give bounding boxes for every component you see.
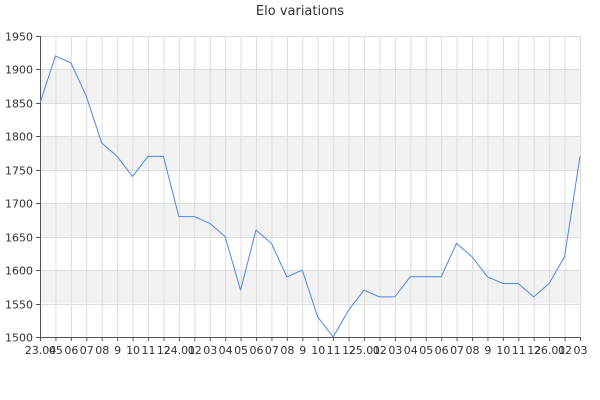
x-tick-label: 24.01 [164,344,196,357]
y-tick-label: 1900 [5,64,33,77]
data-point [177,215,180,218]
x-tick-label: 9 [484,344,491,357]
data-point [116,155,119,158]
data-point [424,275,427,278]
x-tick-label: 11 [142,344,156,357]
y-tick-label: 1500 [5,332,33,345]
x-tick-label: 10 [496,344,510,357]
x-tick-label: 12 [342,344,356,357]
data-point [131,175,134,178]
x-tick-label: 08 [280,344,294,357]
data-point [332,336,335,339]
series-line [39,55,581,338]
x-tick-label: 03 [388,344,402,357]
data-point [147,155,150,158]
y-tick-label: 1700 [5,198,33,211]
data-point [347,309,350,312]
data-point [301,269,304,272]
data-point [517,282,520,285]
data-point [378,295,381,298]
x-tick-label: 26.01 [534,344,566,357]
x-tick-label: 25.01 [349,344,381,357]
data-point [471,255,474,258]
x-tick-label: 9 [299,344,306,357]
data-point [316,315,319,318]
y-tick-label: 1850 [5,98,33,111]
x-tick-label: 05 [49,344,63,357]
data-point [255,228,258,231]
data-point [193,215,196,218]
data-point [455,242,458,245]
data-point [363,289,366,292]
grid-band [40,203,580,237]
data-point [85,95,88,98]
data-point [162,155,165,158]
x-tick-label: 03 [574,344,588,357]
data-point [224,235,227,238]
data-point [532,295,535,298]
x-tick-label: 07 [450,344,464,357]
y-tick-label: 1600 [5,265,33,278]
x-tick-label: 04 [219,344,233,357]
y-tick-label: 1650 [5,232,33,245]
grid-band [40,136,580,170]
grid-band [40,270,580,304]
data-point [208,222,211,225]
data-point [579,155,582,158]
data-point [548,282,551,285]
data-point [285,275,288,278]
x-tick-label: 10 [126,344,140,357]
x-tick-label: 07 [265,344,279,357]
data-point [486,275,489,278]
chart-title: Elo variations [255,4,345,19]
x-tick-label: 06 [64,344,78,357]
data-point [69,61,72,64]
grid-band [40,69,580,103]
y-tick-label: 1750 [5,165,33,178]
x-tick-label: 12 [527,344,541,357]
x-tick-label: 03 [203,344,217,357]
x-tick-label: 07 [80,344,94,357]
x-tick-label: 12 [157,344,171,357]
x-tick-label: 23.04 [25,344,57,357]
y-tick-label: 1550 [5,299,33,312]
x-tick-label: 04 [404,344,418,357]
data-point [409,275,412,278]
y-tick-label: 1800 [5,131,33,144]
x-tick-label: 08 [466,344,480,357]
data-point [39,101,42,104]
data-point [501,282,504,285]
x-tick-label: 02 [188,344,202,357]
x-tick-label: 11 [327,344,341,357]
x-tick-label: 10 [311,344,325,357]
data-point [239,289,242,292]
x-tick-label: 02 [558,344,572,357]
data-point [563,255,566,258]
x-tick-label: 02 [373,344,387,357]
data-point [100,142,103,145]
x-tick-label: 05 [234,344,248,357]
x-tick-label: 11 [512,344,526,357]
x-tick-label: 05 [419,344,433,357]
y-tick-label: 1950 [5,31,33,44]
data-point [393,295,396,298]
x-tick-label: 9 [114,344,121,357]
x-tick-label: 06 [435,344,449,357]
x-tick-label: 06 [250,344,264,357]
data-point [270,242,273,245]
x-tick-label: 08 [95,344,109,357]
data-point [54,55,57,58]
data-point [440,275,443,278]
